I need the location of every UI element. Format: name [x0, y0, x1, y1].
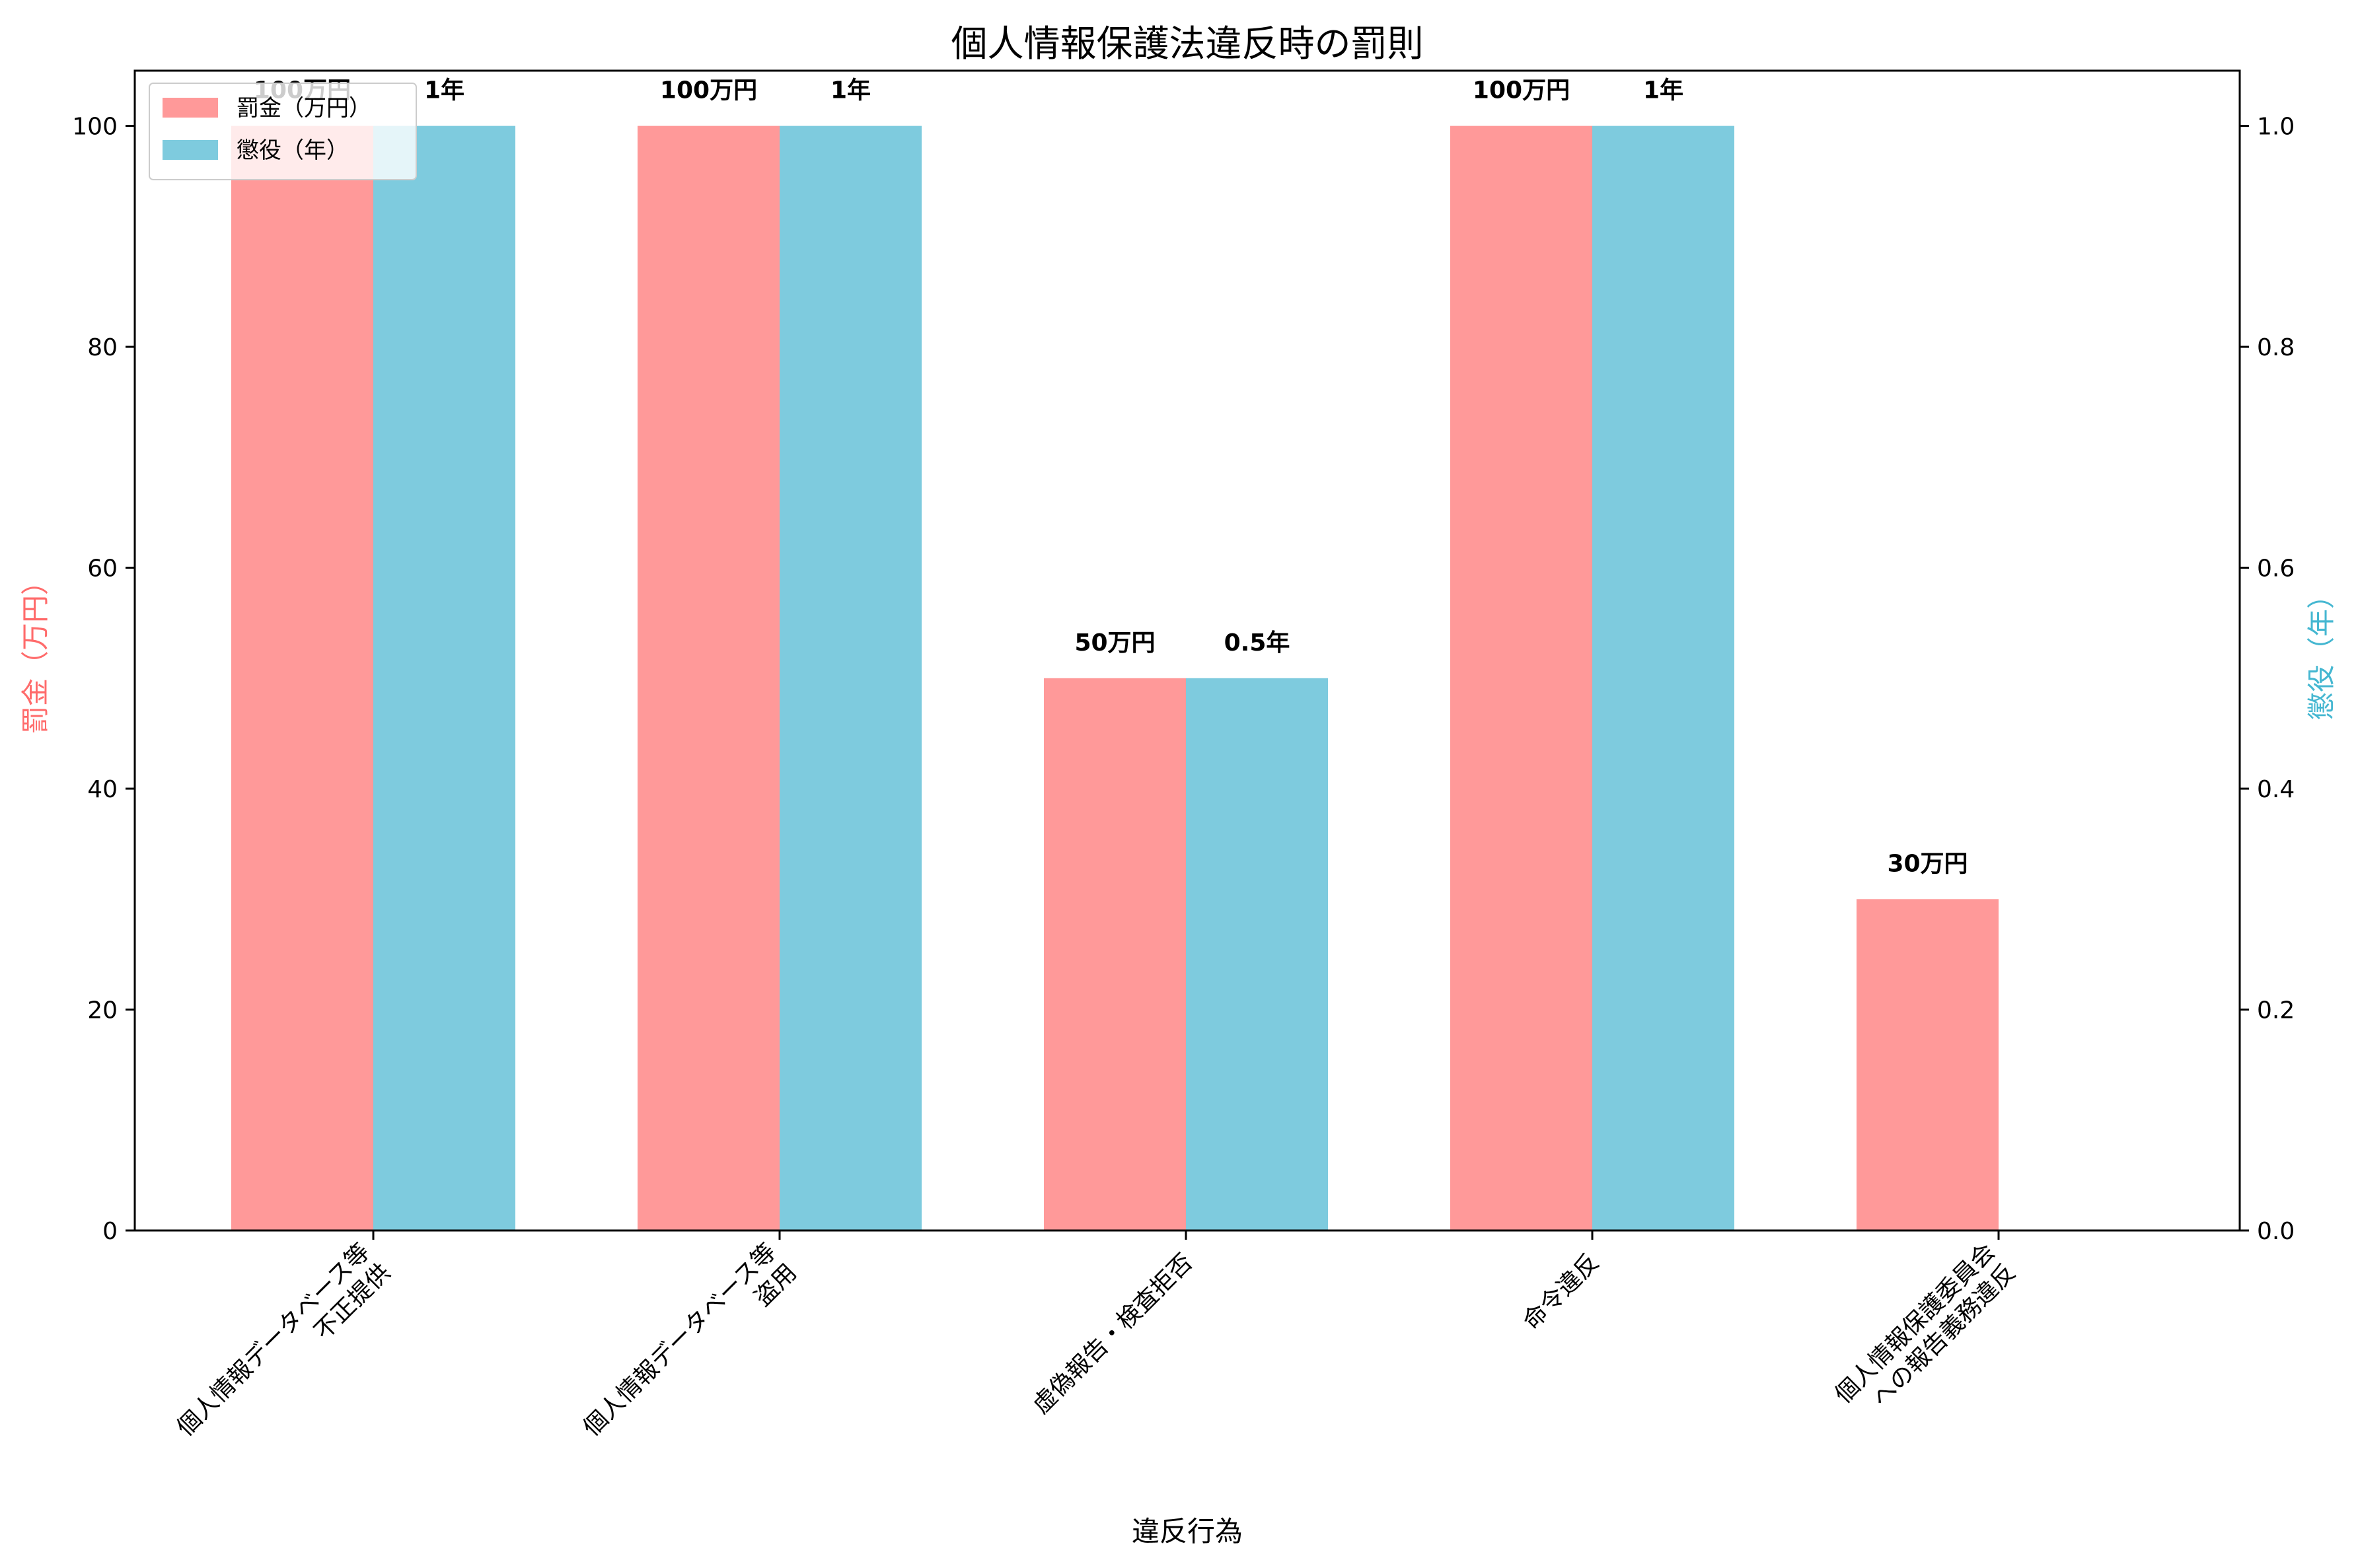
bar-fine-0 [231, 125, 373, 1231]
value-label-fine-2: 50万円 [1074, 629, 1155, 657]
bar-imprisonment-2 [1186, 678, 1328, 1230]
legend-swatch-fine [163, 98, 218, 118]
right-tick-label-1: 0.2 [2257, 997, 2295, 1024]
legend-label-fine: 罰金（万円） [237, 95, 371, 122]
left-axis-title: 罰金（万円） [19, 567, 52, 734]
right-tick-label-0: 0.0 [2257, 1218, 2295, 1245]
value-label-imprisonment-3: 1年 [1643, 77, 1683, 104]
left-tick-label-0: 0 [102, 1218, 118, 1245]
value-label-fine-4: 30万円 [1887, 850, 1968, 877]
right-tick-label-2: 0.4 [2257, 776, 2295, 803]
legend-label-imprisonment: 懲役（年） [237, 137, 349, 164]
value-label-fine-1: 100万円 [660, 77, 757, 104]
value-label-imprisonment-1: 1年 [830, 77, 871, 104]
left-axis-ticks: 0 20 40 60 80 100 [72, 114, 135, 1245]
bar-fine-3 [1450, 125, 1592, 1231]
chart-title: 個人情報保護法違反時の罰則 [951, 22, 1423, 65]
left-tick-label-4: 80 [87, 334, 118, 361]
right-axis-ticks: 0.0 0.2 0.4 0.6 0.8 1.0 [2240, 114, 2295, 1245]
x-axis-title: 違反行為 [1132, 1515, 1243, 1548]
bar-fine-2 [1044, 678, 1186, 1230]
left-tick-label-1: 20 [87, 997, 118, 1024]
bar-imprisonment-3 [1592, 125, 1734, 1231]
left-tick-label-2: 40 [87, 776, 118, 803]
right-tick-label-5: 1.0 [2257, 114, 2295, 141]
bar-layer [231, 125, 1999, 1231]
legend: 罰金（万円） 懲役（年） [149, 83, 417, 180]
bar-imprisonment-0 [373, 125, 515, 1231]
bar-imprisonment-1 [780, 125, 922, 1231]
left-tick-label-3: 60 [87, 555, 118, 583]
legend-swatch-imprisonment [163, 140, 218, 160]
plot-frame [133, 69, 2241, 1232]
bar-fine-4 [1857, 899, 1999, 1230]
right-tick-label-4: 0.8 [2257, 334, 2295, 361]
right-tick-label-3: 0.6 [2257, 555, 2295, 583]
left-tick-label-5: 100 [72, 114, 118, 141]
value-label-imprisonment-2: 0.5年 [1224, 629, 1290, 657]
value-label-imprisonment-0: 1年 [424, 77, 464, 104]
bar-fine-1 [638, 125, 780, 1231]
right-axis-title: 懲役（年） [2305, 581, 2338, 720]
value-label-fine-3: 100万円 [1473, 77, 1570, 104]
